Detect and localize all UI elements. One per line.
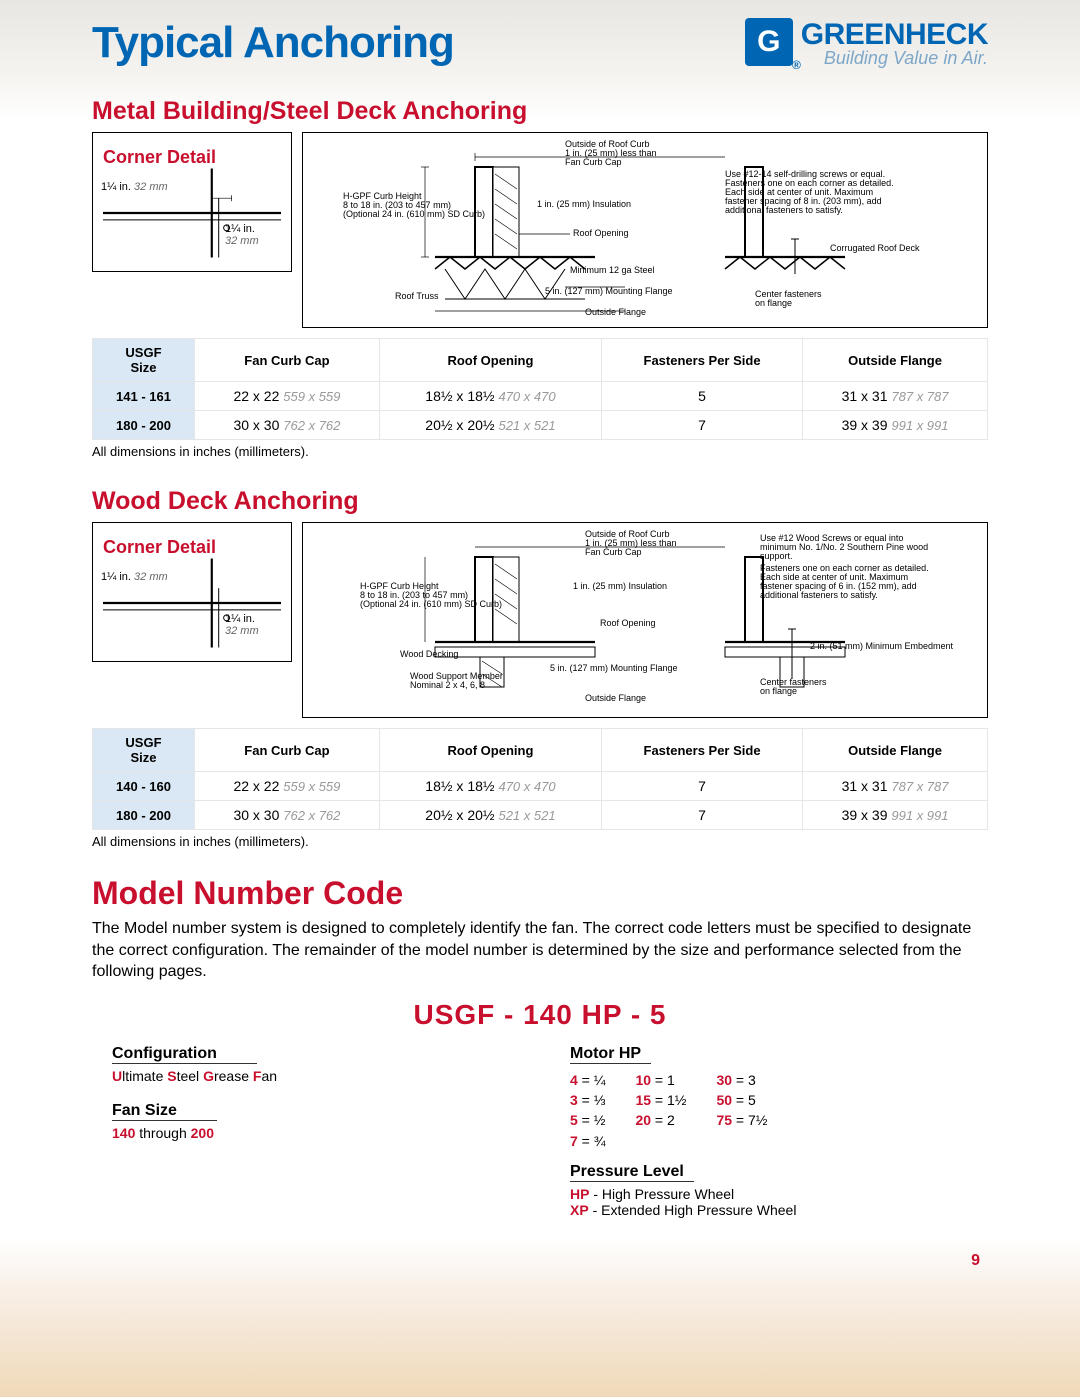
svg-text:support.: support. [760, 551, 793, 561]
table-row: 180 - 20030 x 30 762 x 76220½ x 20½ 521 … [93, 801, 988, 830]
svg-text:Fan Curb Cap: Fan Curb Cap [585, 547, 642, 557]
hp-option: 7 = ¾ [570, 1131, 605, 1151]
hp-option: 5 = ½ [570, 1110, 605, 1130]
svg-text:(Optional 24 in. (610 mm) SD C: (Optional 24 in. (610 mm) SD Curb) [360, 599, 502, 609]
svg-text:5 in. (127 mm) Mounting Flange: 5 in. (127 mm) Mounting Flange [550, 663, 678, 673]
page-header: Typical Anchoring G GREENHECK Building V… [92, 18, 988, 69]
svg-text:on flange: on flange [755, 298, 792, 308]
config-label: Configuration [112, 1045, 257, 1064]
corner-detail-title: Corner Detail [103, 147, 281, 168]
logo-name: GREENHECK [801, 18, 988, 52]
page-number: 9 [92, 1252, 980, 1270]
svg-text:Minimum 12 ga Steel: Minimum 12 ga Steel [570, 265, 655, 275]
logo-mark-icon: G [745, 18, 793, 66]
svg-text:Roof Opening: Roof Opening [573, 228, 629, 238]
model-code-title: Model Number Code [92, 875, 988, 912]
th-size: USGFSize [93, 339, 195, 382]
pressure-xp: XP - Extended High Pressure Wheel [570, 1202, 988, 1218]
svg-text:Wood Decking: Wood Decking [400, 649, 458, 659]
table-row: 140 - 16022 x 22 559 x 55918½ x 18½ 470 … [93, 772, 988, 801]
svg-text:Corrugated Roof Deck: Corrugated Roof Deck [830, 243, 920, 253]
metal-anchoring-table: USGFSize Fan Curb Cap Roof Opening Faste… [92, 338, 988, 440]
model-code-breakdown: Configuration Ultimate Steel Grease Fan … [92, 1035, 988, 1218]
svg-text:(Optional 24 in. (610 mm) SD C: (Optional 24 in. (610 mm) SD Curb) [343, 209, 485, 219]
section-title-metal: Metal Building/Steel Deck Anchoring [92, 97, 988, 126]
hp-option: 50 = 5 [716, 1090, 767, 1110]
corner-dim-h-mm: 32 mm [134, 181, 168, 193]
svg-text:Fan Curb Cap: Fan Curb Cap [565, 157, 622, 167]
hp-option: 10 = 1 [635, 1070, 686, 1090]
hp-option: 4 = ¼ [570, 1070, 605, 1090]
th-of: Outside Flange [803, 339, 988, 382]
th-cap: Fan Curb Cap [194, 339, 379, 382]
corner-detail-wood: Corner Detail 1¼ in. 32 mm 1¼ in. 32 mm [92, 522, 292, 662]
svg-text:1 in. (25 mm) Insulation: 1 in. (25 mm) Insulation [537, 199, 631, 209]
svg-text:Outside Flange: Outside Flange [585, 693, 646, 703]
table-row: 180 - 20030 x 30 762 x 76220½ x 20½ 521 … [93, 411, 988, 440]
model-code-desc: The Model number system is designed to c… [92, 918, 988, 983]
hp-option: 3 = ⅓ [570, 1090, 605, 1110]
fansize-text: 140 through 200 [112, 1125, 520, 1141]
metal-anchoring-diagram: Outside of Roof Curb 1 in. (25 mm) less … [302, 132, 988, 328]
svg-text:Outside Flange: Outside Flange [585, 307, 646, 317]
corner-detail-title2: Corner Detail [103, 537, 281, 558]
fansize-label: Fan Size [112, 1102, 217, 1121]
corner-detail-metal: Corner Detail 1¼ in. 32 mm 1¼ in. 32 mm [92, 132, 292, 272]
th-ro: Roof Opening [379, 339, 601, 382]
table2-footnote: All dimensions in inches (millimeters). [92, 834, 988, 849]
corner-dim-h: 1¼ in. [101, 181, 131, 193]
svg-text:additional fasteners to satisf: additional fasteners to satisfy. [760, 590, 878, 600]
table1-footnote: All dimensions in inches (millimeters). [92, 444, 988, 459]
svg-text:1 in. (25 mm) Insulation: 1 in. (25 mm) Insulation [573, 581, 667, 591]
svg-text:on flange: on flange [760, 686, 797, 696]
svg-text:5 in. (127 mm) Mounting Flange: 5 in. (127 mm) Mounting Flange [545, 286, 673, 296]
hp-option: 30 = 3 [716, 1070, 767, 1090]
page-title: Typical Anchoring [92, 18, 454, 68]
corner-dim-v: 1¼ in. [225, 223, 259, 235]
model-code-example: USGF - 140 HP - 5 [92, 999, 988, 1031]
wood-anchoring-table: USGFSize Fan Curb Cap Roof Opening Faste… [92, 728, 988, 830]
pressure-hp: HP - High Pressure Wheel [570, 1186, 988, 1202]
motorhp-grid: 4 = ¼3 = ⅓5 = ½7 = ¾ 10 = 115 = 1½20 = 2… [570, 1070, 988, 1151]
config-text: Ultimate Steel Grease Fan [112, 1068, 520, 1084]
svg-text:Roof Truss: Roof Truss [395, 291, 439, 301]
svg-text:Nominal 2 x 4, 6, 8: Nominal 2 x 4, 6, 8 [410, 680, 485, 690]
svg-text:Roof Opening: Roof Opening [600, 618, 656, 628]
brand-logo: G GREENHECK Building Value in Air. [745, 18, 988, 69]
svg-text:2 in. (51 mm) Minimum Embedmen: 2 in. (51 mm) Minimum Embedment [810, 641, 954, 651]
th-fps: Fasteners Per Side [602, 339, 803, 382]
section-title-wood: Wood Deck Anchoring [92, 487, 988, 516]
logo-tagline: Building Value in Air. [801, 48, 988, 69]
table-row: 141 - 16122 x 22 559 x 55918½ x 18½ 470 … [93, 382, 988, 411]
svg-text:additional fasteners to satisf: additional fasteners to satisfy. [725, 205, 843, 215]
hp-option: 15 = 1½ [635, 1090, 686, 1110]
hp-option: 75 = 7½ [716, 1110, 767, 1130]
hp-option: 20 = 2 [635, 1110, 686, 1130]
corner-dim-v-mm: 32 mm [225, 235, 259, 247]
wood-anchoring-diagram: Outside of Roof Curb 1 in. (25 mm) less … [302, 522, 988, 718]
pressure-label: Pressure Level [570, 1163, 694, 1182]
motorhp-label: Motor HP [570, 1045, 651, 1064]
